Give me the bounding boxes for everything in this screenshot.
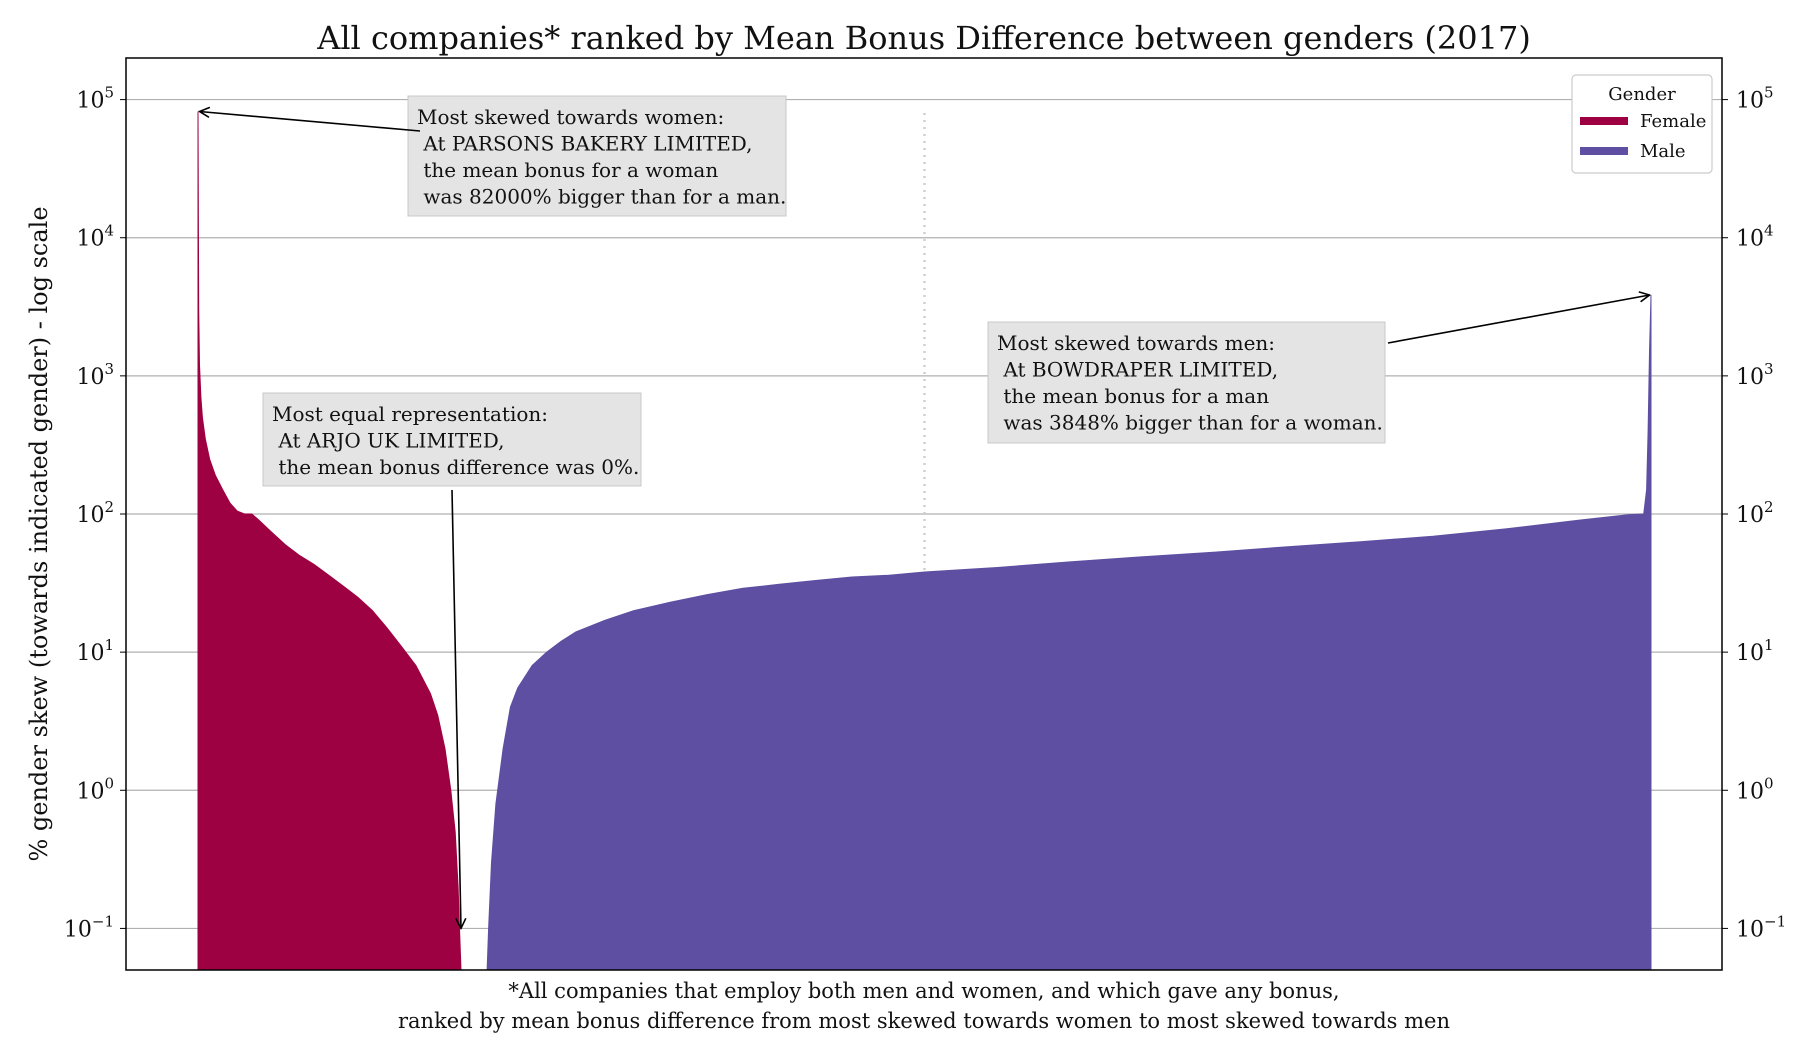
y-tick-label-right: 104 [1736, 222, 1774, 252]
legend-swatch-male [1580, 147, 1628, 155]
y-tick-label-left: 101 [76, 636, 114, 666]
annotation-text: Most equal representation: [272, 402, 548, 426]
annotation-text: Most skewed towards women: [417, 105, 724, 129]
y-tick-label-left: 102 [76, 498, 114, 528]
annotation-arrow [451, 489, 461, 928]
annotation-arrow [1387, 295, 1650, 344]
annotation-text: was 82000% bigger than for a man. [417, 185, 786, 209]
legend-swatch-female [1580, 117, 1628, 125]
data-layer [197, 111, 1652, 971]
annotation-text: the mean bonus difference was 0%. [272, 455, 639, 479]
legend-title: Gender [1608, 84, 1676, 105]
x-axis-label-line: *All companies that employ both men and … [508, 979, 1339, 1003]
y-tick-label-right: 105 [1736, 84, 1774, 114]
annotation-text: the mean bonus for a woman [417, 158, 718, 182]
annotation-box [262, 392, 642, 487]
y-tick-label-right: 102 [1736, 498, 1774, 528]
annotation-box [407, 95, 787, 217]
y-tick-label-left: 10−1 [64, 912, 114, 942]
legend: Gender Female Male [1571, 74, 1713, 174]
y-axis-label: % gender skew (towards indicated gender)… [25, 206, 53, 861]
annotation-layer: Most skewed towards women: At PARSONS BA… [199, 95, 1650, 928]
y-tick-label-right: 101 [1736, 636, 1774, 666]
plot-frame [125, 57, 1723, 971]
annotation-text: the mean bonus for a man [997, 384, 1269, 408]
text-layer: 10−1 10−1 100 100 101 101 102 102 103 103 104 104 10… [25, 19, 1786, 1033]
annotation-text: was 3848% bigger than for a woman. [997, 411, 1383, 435]
chart-title: All companies* ranked by Mean Bonus Diff… [316, 19, 1531, 57]
area-male [486, 294, 1652, 971]
annotation-text: At PARSONS BAKERY LIMITED, [417, 132, 753, 156]
y-tick-label-right: 100 [1736, 774, 1774, 804]
annotation-equal: Most equal representation: At ARJO UK LI… [262, 392, 642, 928]
y-tick-label-right: 103 [1736, 360, 1774, 390]
legend-label-male: Male [1640, 141, 1686, 162]
annotation-text: At BOWDRAPER LIMITED, [997, 358, 1278, 382]
y-tick-label-right: 10−1 [1736, 912, 1786, 942]
annotation-men: Most skewed towards men: At BOWDRAPER LI… [987, 295, 1650, 444]
annotation-box [987, 321, 1386, 444]
annotation-text: At ARJO UK LIMITED, [272, 429, 504, 453]
y-tick-label-left: 104 [76, 222, 114, 252]
area-female [197, 111, 462, 971]
annotation-women: Most skewed towards women: At PARSONS BA… [199, 95, 787, 217]
annotation-text: Most skewed towards men: [997, 331, 1275, 355]
frame-layer [120, 57, 1728, 971]
y-tick-label-left: 103 [76, 360, 114, 390]
annotation-arrow [199, 111, 421, 132]
x-axis-label-line: ranked by mean bonus difference from mos… [398, 1009, 1450, 1033]
y-tick-label-left: 100 [76, 774, 114, 804]
y-tick-label-left: 105 [76, 84, 114, 114]
legend-label-female: Female [1640, 111, 1706, 132]
